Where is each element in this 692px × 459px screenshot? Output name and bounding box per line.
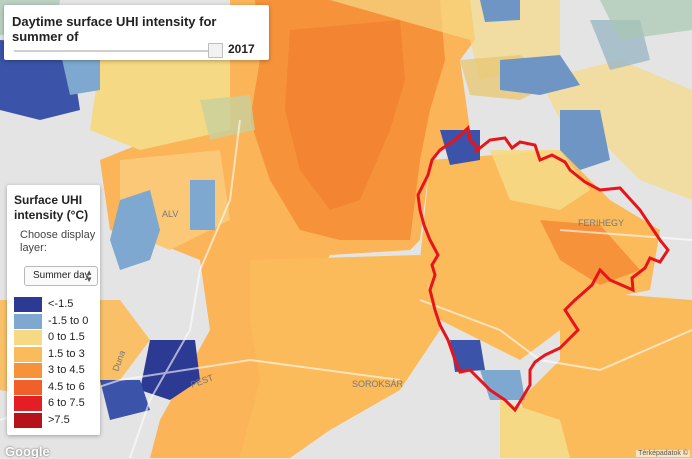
year-control-panel: Daytime surface UHI intensity for summer…	[4, 5, 269, 60]
place-label-alv: ALV	[162, 209, 178, 219]
place-label-soroksar: SOROKSÁR	[352, 379, 404, 389]
legend-label: 0 to 1.5	[48, 331, 85, 343]
legend-swatch	[14, 412, 42, 428]
selected-year: 2017	[228, 42, 255, 56]
google-logo: Google	[5, 444, 50, 459]
select-arrows-icon: ▲ ▼	[85, 268, 93, 284]
legend-hint: Choose display layer:	[20, 229, 96, 254]
legend-swatch	[14, 297, 42, 312]
place-label-ferihegy: FERIHEGY	[578, 218, 624, 228]
display-layer-select[interactable]: Summer day ▲ ▼	[24, 266, 98, 286]
legend-swatch	[14, 363, 42, 378]
legend-label: 3 to 4.5	[48, 364, 85, 376]
legend-label: >7.5	[48, 413, 70, 426]
legend-swatch	[14, 346, 42, 362]
legend-label: -1.5 to 0	[48, 314, 89, 327]
legend-label: 4.5 to 6	[48, 380, 85, 393]
year-slider-track[interactable]	[14, 50, 209, 52]
legend-swatch	[14, 313, 42, 329]
year-slider-thumb[interactable]	[208, 43, 223, 58]
legend-label: 6 to 7.5	[48, 397, 85, 409]
legend-label: <-1.5	[48, 298, 74, 310]
display-layer-value: Summer day	[33, 270, 90, 281]
legend-swatch	[14, 379, 42, 395]
legend-swatch	[14, 330, 42, 345]
legend-swatch	[14, 396, 42, 411]
map-attribution[interactable]: Térképadatok ©	[636, 450, 690, 457]
legend-panel: Surface UHI intensity (°C) Choose displa…	[7, 185, 100, 435]
district-boundary	[416, 125, 670, 413]
legend-label: 1.5 to 3	[48, 347, 85, 360]
legend-title: Surface UHI intensity (°C)	[14, 193, 89, 222]
year-panel-title: Daytime surface UHI intensity for summer…	[12, 14, 217, 44]
